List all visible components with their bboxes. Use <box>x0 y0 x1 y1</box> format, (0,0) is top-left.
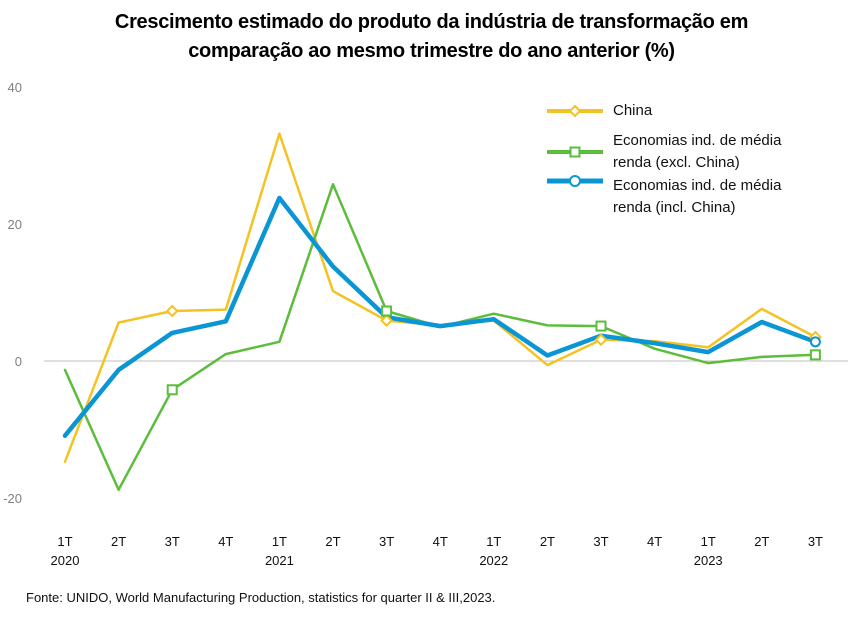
legend-item-incl-china: Economias ind. de média renda (incl. Chi… <box>547 175 813 219</box>
x-tick-label: 3T <box>593 534 608 549</box>
legend-label-incl-china: Economias ind. de média renda (incl. Chi… <box>613 177 782 216</box>
x-tick-label: 3T <box>808 534 823 549</box>
legend-swatch-china <box>547 104 603 118</box>
legend-label-excl-china: Economias ind. de média renda (excl. Chi… <box>613 132 782 171</box>
x-tick-label: 3T <box>165 534 180 549</box>
x-tick-label: 4T <box>218 534 233 549</box>
data-point-diamond <box>594 333 608 347</box>
x-tick-label: 1T <box>272 534 287 549</box>
x-year-label: 2020 <box>51 553 80 568</box>
y-tick-label: 40 <box>8 80 22 95</box>
series-line-3 <box>62 195 818 438</box>
legend: China Economias ind. de média renda (exc… <box>547 100 847 219</box>
x-tick-label: 2T <box>540 534 555 549</box>
x-tick-label: 2T <box>111 534 126 549</box>
data-point-diamond <box>165 304 179 318</box>
data-point-diamond <box>380 314 394 327</box>
data-point-square <box>809 349 821 361</box>
y-tick-label: 20 <box>8 217 22 232</box>
legend-swatch-incl-china <box>547 175 603 187</box>
chart-title-line-2: comparação ao mesmo trimestre do ano ant… <box>188 40 675 62</box>
y-tick-label: -20 <box>3 491 22 506</box>
series-line-2 <box>63 183 817 492</box>
x-tick-label: 1T <box>57 534 72 549</box>
y-tick-label: 0 <box>15 354 22 369</box>
x-tick-label: 3T <box>379 534 394 549</box>
data-point-circle <box>809 336 821 348</box>
x-year-label: 2023 <box>694 553 723 568</box>
x-tick-label: 1T <box>486 534 501 549</box>
legend-label-china: China <box>613 102 653 119</box>
data-point-square <box>166 384 178 396</box>
x-year-label: 2021 <box>265 553 294 568</box>
chart-title: Crescimento estimado do produto da indús… <box>0 8 863 66</box>
x-tick-label: 2T <box>754 534 769 549</box>
x-year-label: 2022 <box>479 553 508 568</box>
x-tick-label: 4T <box>647 534 662 549</box>
data-point-square <box>381 305 393 317</box>
marker-layer <box>165 304 822 396</box>
legend-item-excl-china: Economias ind. de média renda (excl. Chi… <box>547 130 813 174</box>
x-tick-label: 1T <box>701 534 716 549</box>
source-note: Fonte: UNIDO, World Manufacturing Produc… <box>26 590 496 605</box>
legend-item-china: China <box>547 100 847 122</box>
data-point-square <box>595 320 607 332</box>
x-tick-label: 2T <box>325 534 340 549</box>
legend-swatch-excl-china <box>547 146 603 158</box>
chart-title-line-1: Crescimento estimado do produto da indús… <box>114 11 749 33</box>
series-layer <box>62 132 818 492</box>
x-tick-label: 4T <box>433 534 448 549</box>
axes-layer: -20 0 20 40 1T 2020 2T 3T 4T 1T 2021 2T 3T 4T 1T 2022 2T… <box>3 80 848 568</box>
